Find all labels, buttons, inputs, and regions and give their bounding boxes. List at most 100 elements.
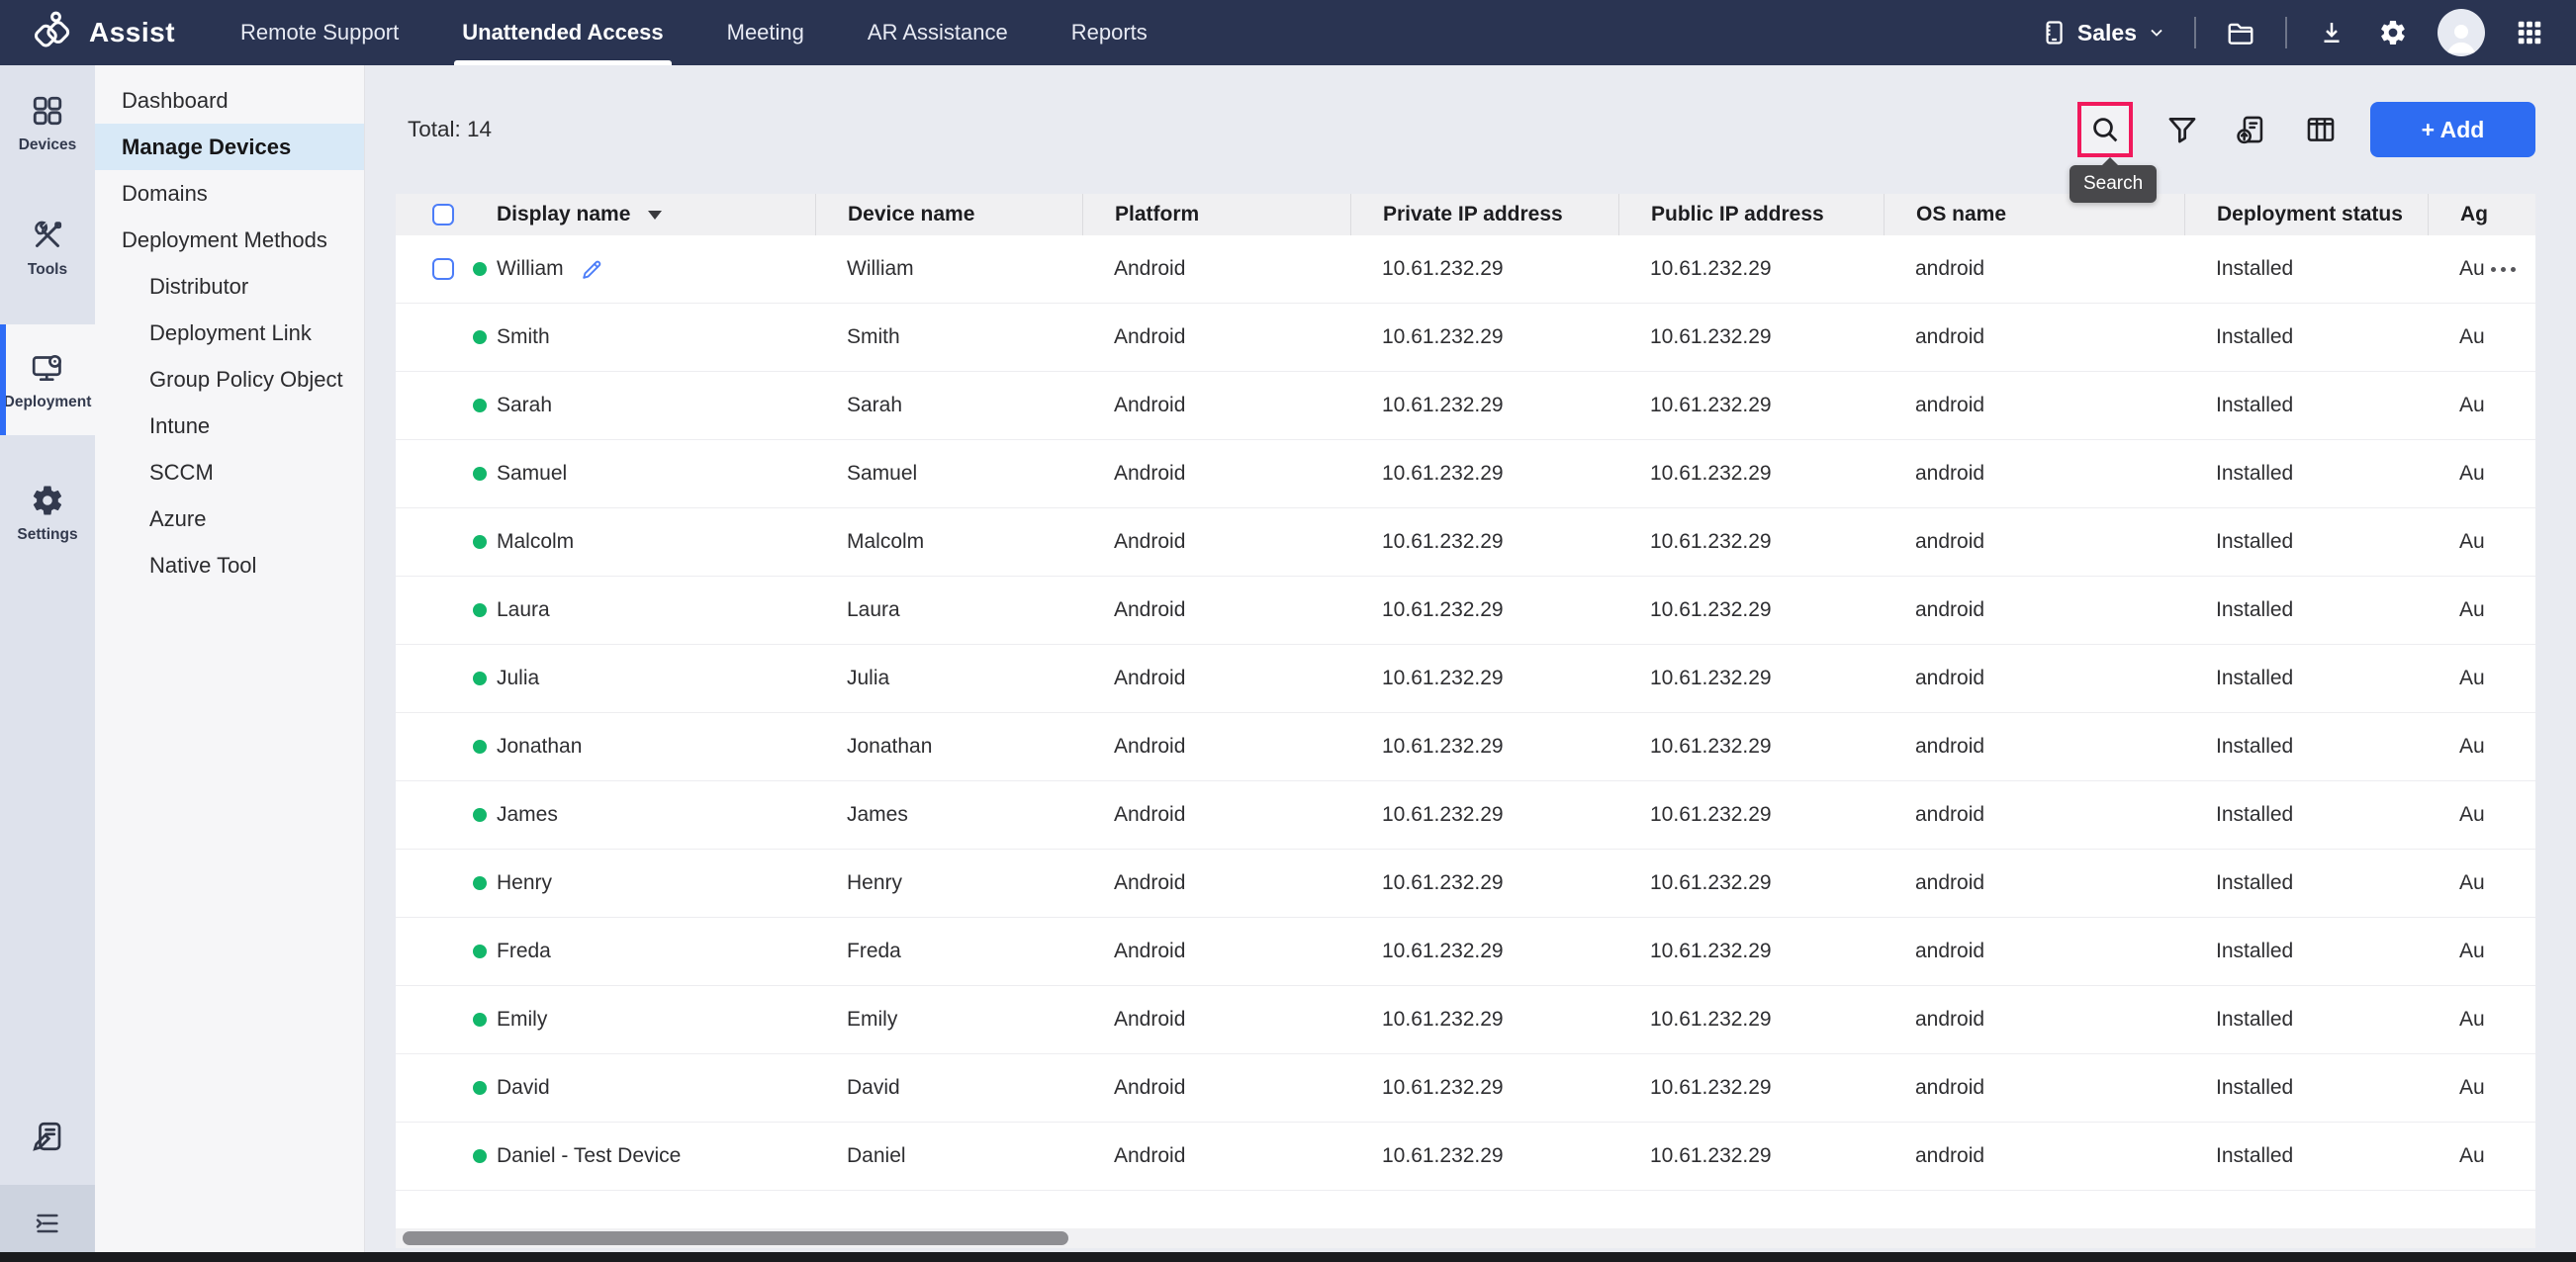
public-ip-cell: 10.61.232.29	[1650, 530, 1772, 553]
select-all-checkbox[interactable]	[432, 204, 454, 225]
table-row[interactable]: Samuel Samuel Android 10.61.232.29 10.61.232…	[396, 440, 2535, 508]
toolbar-actions: Search	[2070, 102, 2535, 203]
sidebar-item-distributor[interactable]: Distributor	[149, 273, 249, 299]
sidebar-item-group-policy-object[interactable]: Group Policy Object	[149, 366, 343, 392]
rail-item-deployment[interactable]: Deployment	[0, 324, 95, 435]
os-name-cell: android	[1915, 325, 1985, 348]
sidebar-item-intune[interactable]: Intune	[149, 412, 211, 438]
rail-item-tools[interactable]: Tools	[0, 200, 95, 295]
deploy-icon[interactable]	[2232, 110, 2271, 149]
private-ip-cell: 10.61.232.29	[1382, 462, 1504, 485]
folder-icon[interactable]	[2224, 16, 2257, 49]
sidebar-item-native-tool[interactable]: Native Tool	[149, 552, 257, 578]
primary-tab-ar-assistance[interactable]: AR Assistance	[867, 20, 1008, 45]
table-row[interactable]: Sarah Sarah Android 10.61.232.29 10.61.232.2…	[396, 372, 2535, 440]
sidebar-item-sccm[interactable]: SCCM	[149, 459, 214, 485]
display-name-text: Laura	[497, 598, 550, 621]
sidebar-item-dashboard[interactable]: Dashboard	[122, 87, 229, 113]
table-row[interactable]: William William Android 10.61.232.29 10.61.2…	[396, 235, 2535, 304]
devices-table: Display name Device name Platform Private I…	[396, 194, 2535, 1248]
feedback-note-icon[interactable]	[30, 1099, 65, 1185]
public-ip-cell: 10.61.232.29	[1650, 803, 1772, 826]
private-ip-cell: 10.61.232.29	[1382, 940, 1504, 962]
primary-tab-remote-support[interactable]: Remote Support	[240, 20, 400, 45]
device-name-cell: Smith	[847, 325, 900, 348]
private-ip-cell: 10.61.232.29	[1382, 1076, 1504, 1099]
horizontal-scrollbar[interactable]	[396, 1228, 2535, 1248]
rail-item-devices[interactable]: Devices	[0, 75, 95, 170]
org-selector[interactable]: Sales	[2040, 19, 2166, 46]
primary-tab-meeting[interactable]: Meeting	[726, 20, 804, 45]
more-options-icon[interactable]	[2487, 263, 2520, 276]
manage-columns-icon[interactable]	[2301, 110, 2341, 149]
search-tooltip-label: Search	[2083, 173, 2144, 194]
table-row[interactable]: Smith Smith Android 10.61.232.29 10.61.232.2…	[396, 304, 2535, 372]
agent-text: Au	[2459, 394, 2485, 416]
deployment-status-cell: Installed	[2216, 871, 2294, 894]
private-ip-cell: 10.61.232.29	[1382, 530, 1504, 553]
column-header-6[interactable]: OS name	[1884, 194, 2184, 235]
display-name-text: Julia	[497, 667, 540, 689]
table-row[interactable]: Freda Freda Android 10.61.232.29 10.61.232.2…	[396, 918, 2535, 986]
device-name-cell: Henry	[847, 871, 903, 894]
table-row[interactable]: James James Android 10.61.232.29 10.61.232.2…	[396, 781, 2535, 850]
sidebar-item-domains[interactable]: Domains	[122, 180, 208, 206]
table-row[interactable]: Jonathan Jonathan Android 10.61.232.29 10.61…	[396, 713, 2535, 781]
agent-cell: Au	[2428, 462, 2535, 486]
table-row[interactable]: Laura Laura Android 10.61.232.29 10.61.232.2…	[396, 577, 2535, 645]
gear-icon[interactable]	[2376, 16, 2410, 49]
os-name-cell: android	[1915, 257, 1985, 280]
public-ip-cell: 10.61.232.29	[1650, 325, 1772, 348]
os-name-cell: android	[1915, 462, 1985, 485]
add-button[interactable]: + Add	[2370, 102, 2535, 157]
display-name-text: James	[497, 803, 558, 826]
os-name-cell: android	[1915, 1144, 1985, 1167]
platform-cell: Android	[1114, 462, 1186, 485]
deployment-status-cell: Installed	[2216, 530, 2294, 553]
rail-item-label: Settings	[17, 526, 78, 543]
platform-cell: Android	[1114, 394, 1186, 416]
column-header-3[interactable]: Platform	[1082, 194, 1350, 235]
horizontal-scrollbar-thumb[interactable]	[403, 1231, 1068, 1245]
deployment-status-cell: Installed	[2216, 462, 2294, 485]
filter-icon[interactable]	[2162, 110, 2202, 149]
column-header-8[interactable]: Ag	[2428, 194, 2535, 235]
sidebar-item-manage-devices[interactable]: Manage Devices	[95, 124, 364, 170]
table-row[interactable]: David David Android 10.61.232.29 10.61.232.2…	[396, 1054, 2535, 1123]
display-name-cell: Henry	[396, 871, 815, 895]
rail-item-settings[interactable]: Settings	[0, 465, 95, 560]
column-header-7[interactable]: Deployment status	[2184, 194, 2428, 235]
column-header-2[interactable]: Device name	[815, 194, 1082, 235]
sidebar-item-deployment-methods[interactable]: Deployment Methods	[122, 226, 327, 252]
search-button[interactable]: Search	[2070, 102, 2158, 203]
column-header-5[interactable]: Public IP address	[1618, 194, 1884, 235]
table-row[interactable]: Malcolm Malcolm Android 10.61.232.29 10.61.2…	[396, 508, 2535, 577]
online-status-dot	[473, 330, 487, 344]
online-status-dot	[473, 467, 487, 481]
online-status-dot	[473, 603, 487, 617]
table-row[interactable]: Daniel - Test Device Daniel Android 10.61.2…	[396, 1123, 2535, 1191]
sort-caret-icon[interactable]	[648, 210, 663, 220]
display-name-cell: Samuel	[396, 462, 815, 486]
table-row[interactable]: Julia Julia Android 10.61.232.29 10.61.232.2…	[396, 645, 2535, 713]
deployment-status-cell: Installed	[2216, 940, 2294, 962]
row-checkbox[interactable]	[432, 258, 454, 280]
agent-cell: Au	[2428, 1144, 2535, 1168]
column-header-1[interactable]: Display name	[396, 194, 815, 235]
download-icon[interactable]	[2315, 16, 2348, 49]
avatar[interactable]	[2438, 9, 2485, 56]
edit-pencil-icon[interactable]	[580, 257, 604, 282]
agent-text: Au	[2459, 803, 2485, 826]
primary-tab-unattended-access[interactable]: Unattended Access	[454, 0, 673, 65]
sidebar-item-deployment-link[interactable]: Deployment Link	[149, 319, 312, 345]
table-row[interactable]: Henry Henry Android 10.61.232.29 10.61.232.2…	[396, 850, 2535, 918]
table-row[interactable]: Emily Emily Android 10.61.232.29 10.61.232.2…	[396, 986, 2535, 1054]
tools-icon	[30, 218, 65, 253]
device-name-cell: Malcolm	[847, 530, 925, 553]
sidebar-item-azure[interactable]: Azure	[149, 505, 207, 531]
apps-grid-icon[interactable]	[2513, 16, 2546, 49]
collapse-sidebar-icon[interactable]	[0, 1185, 95, 1262]
deployment-status-cell: Installed	[2216, 1008, 2294, 1031]
column-header-4[interactable]: Private IP address	[1350, 194, 1618, 235]
primary-tab-reports[interactable]: Reports	[1070, 20, 1148, 45]
